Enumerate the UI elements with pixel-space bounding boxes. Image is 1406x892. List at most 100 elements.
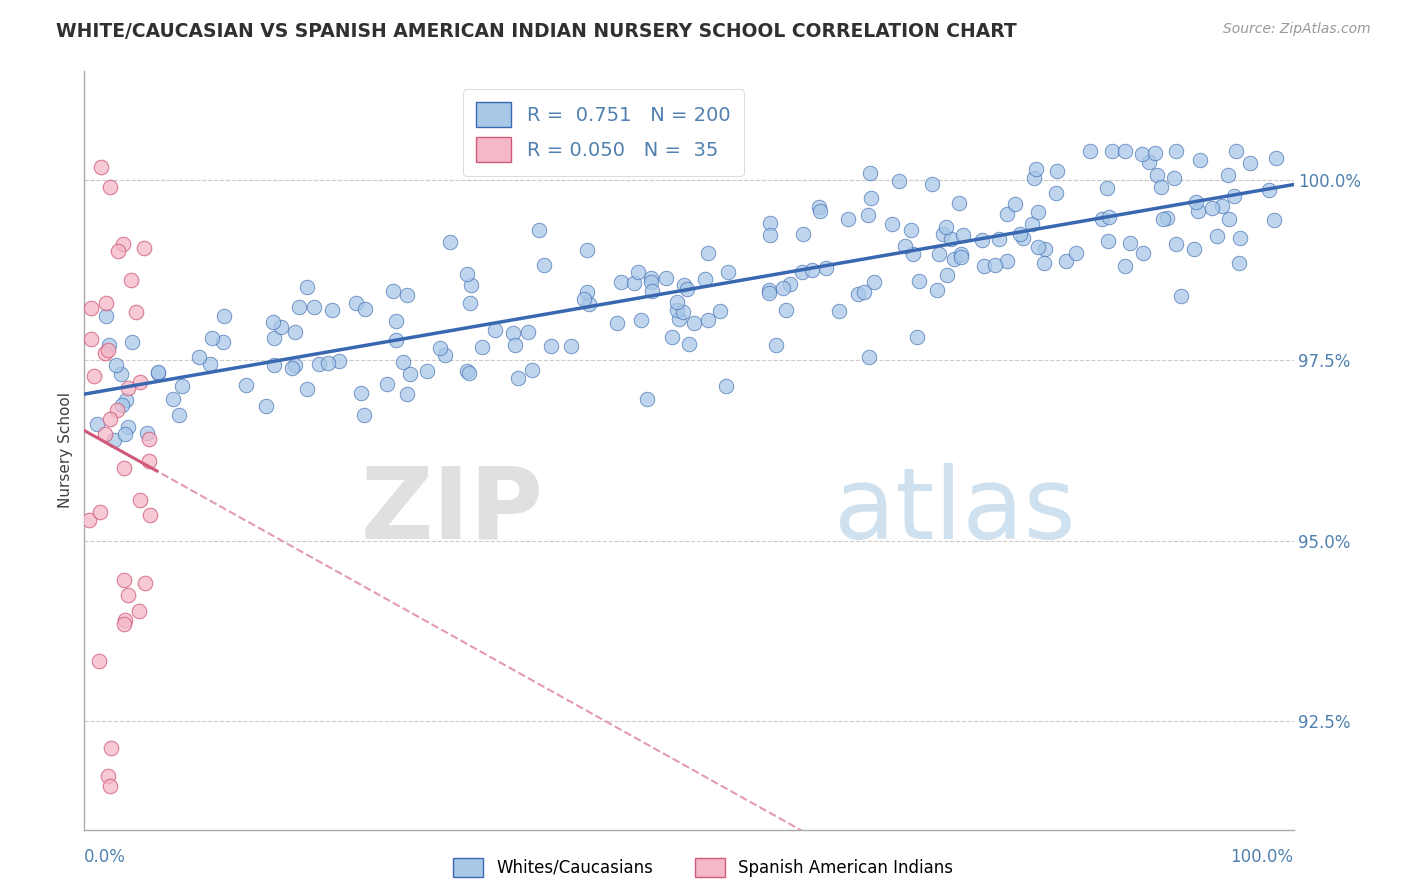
Point (576, 244, 599, 258)
Point (1021, 217, 1043, 231)
Point (471, 340, 494, 354)
Point (1156, 211, 1178, 225)
Point (353, 409, 375, 423)
Point (672, 278, 695, 293)
Point (201, 331, 224, 345)
Point (1257, 183, 1279, 197)
Point (828, 304, 851, 318)
Point (100, 741, 122, 756)
Point (627, 265, 650, 279)
Point (211, 334, 233, 349)
Point (1229, 230, 1251, 244)
Point (665, 295, 688, 310)
Point (630, 312, 652, 326)
Text: 100.0%: 100.0% (1230, 847, 1294, 865)
Point (609, 276, 631, 290)
Point (114, 393, 136, 408)
Point (1091, 212, 1114, 227)
Point (1163, 171, 1185, 186)
Point (1182, 242, 1205, 256)
Point (318, 356, 340, 370)
Point (943, 252, 966, 267)
Point (672, 305, 695, 319)
Point (527, 223, 550, 237)
Point (759, 228, 782, 243)
Point (1189, 153, 1212, 167)
Point (128, 604, 150, 618)
Point (295, 280, 318, 294)
Point (139, 508, 162, 523)
Point (458, 296, 481, 310)
Point (908, 274, 931, 288)
Point (758, 283, 780, 297)
Point (1222, 189, 1244, 203)
Point (572, 293, 595, 307)
Point (779, 277, 801, 291)
Point (162, 392, 184, 407)
Point (935, 219, 957, 234)
Text: atlas: atlas (834, 463, 1076, 559)
Point (792, 265, 814, 279)
Point (93, 427, 115, 442)
Point (288, 301, 311, 315)
Point (973, 259, 995, 273)
Point (506, 371, 529, 385)
Point (170, 379, 193, 393)
Point (1143, 145, 1166, 160)
Point (484, 323, 506, 337)
Point (136, 426, 159, 441)
Y-axis label: Nursery School: Nursery School (58, 392, 73, 508)
Point (1216, 169, 1239, 183)
Point (114, 427, 136, 442)
Point (1130, 147, 1153, 161)
Point (396, 387, 419, 401)
Point (623, 276, 645, 290)
Point (859, 191, 882, 205)
Point (138, 453, 160, 467)
Point (1264, 152, 1286, 166)
Point (887, 174, 910, 188)
Point (112, 574, 135, 588)
Point (112, 237, 135, 252)
Point (1225, 144, 1247, 158)
Point (520, 363, 543, 377)
Point (90, 160, 112, 174)
Point (167, 409, 190, 423)
Point (1045, 186, 1067, 201)
Point (94, 295, 117, 310)
Point (810, 203, 832, 218)
Point (254, 399, 277, 413)
Point (304, 300, 326, 314)
Point (1054, 254, 1077, 268)
Point (392, 355, 415, 369)
Text: WHITE/CAUCASIAN VS SPANISH AMERICAN INDIAN NURSERY SCHOOL CORRELATION CHART: WHITE/CAUCASIAN VS SPANISH AMERICAN INDI… (56, 22, 1017, 41)
Point (995, 207, 1018, 221)
Point (284, 325, 307, 339)
Point (1132, 246, 1154, 260)
Point (198, 357, 221, 371)
Point (416, 364, 439, 378)
Point (852, 285, 875, 299)
Point (1119, 236, 1142, 251)
Point (321, 303, 343, 318)
Point (434, 348, 457, 362)
Point (533, 258, 555, 272)
Point (89, 654, 111, 668)
Point (661, 329, 683, 343)
Point (950, 247, 973, 261)
Point (98, 779, 121, 793)
Point (997, 253, 1019, 268)
Point (972, 233, 994, 247)
Point (263, 331, 285, 345)
Point (859, 166, 882, 180)
Point (606, 316, 628, 330)
Point (97, 343, 120, 357)
Point (375, 376, 398, 391)
Point (1205, 228, 1227, 243)
Point (117, 381, 139, 395)
Point (456, 267, 478, 281)
Point (112, 616, 135, 631)
Point (1114, 259, 1136, 273)
Point (709, 304, 731, 318)
Point (1150, 179, 1173, 194)
